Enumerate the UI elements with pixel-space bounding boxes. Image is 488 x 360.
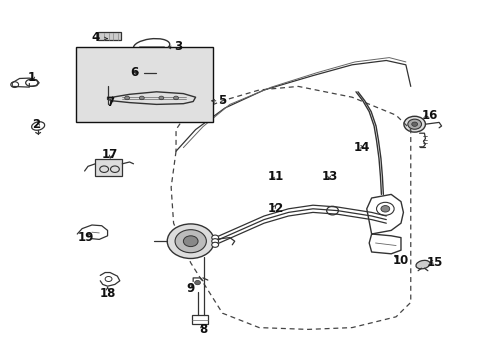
Text: 15: 15 [426,256,443,269]
Circle shape [104,83,110,87]
Circle shape [148,71,153,75]
Text: 13: 13 [321,170,338,183]
Text: 16: 16 [421,109,438,122]
Circle shape [175,230,206,253]
Text: 4: 4 [91,31,99,44]
Circle shape [194,280,200,285]
Text: 18: 18 [99,287,116,300]
Circle shape [380,206,389,212]
Text: 10: 10 [392,255,408,267]
Text: 12: 12 [267,202,284,215]
Text: 19: 19 [77,231,94,244]
Circle shape [139,96,144,100]
Bar [95,159,122,176]
Text: 6: 6 [130,66,138,78]
Circle shape [411,122,417,126]
Circle shape [124,96,129,100]
Bar [192,315,208,324]
Text: 11: 11 [267,170,284,183]
Circle shape [403,116,425,132]
Text: 3: 3 [174,40,182,53]
Circle shape [211,239,218,244]
Ellipse shape [415,260,429,269]
Text: 8: 8 [199,323,206,336]
Circle shape [167,224,214,258]
Circle shape [183,236,198,247]
Circle shape [211,242,218,247]
Circle shape [211,235,218,240]
Text: 1: 1 [28,71,36,84]
Circle shape [173,96,178,100]
Text: 2: 2 [33,118,41,131]
Circle shape [159,96,163,100]
Circle shape [407,119,421,129]
Bar [76,47,212,122]
Text: 14: 14 [353,141,369,154]
Bar [98,32,121,40]
Text: 17: 17 [102,148,118,161]
Text: 5: 5 [218,94,226,107]
Text: 9: 9 [186,282,194,294]
Text: 7: 7 [106,96,114,109]
